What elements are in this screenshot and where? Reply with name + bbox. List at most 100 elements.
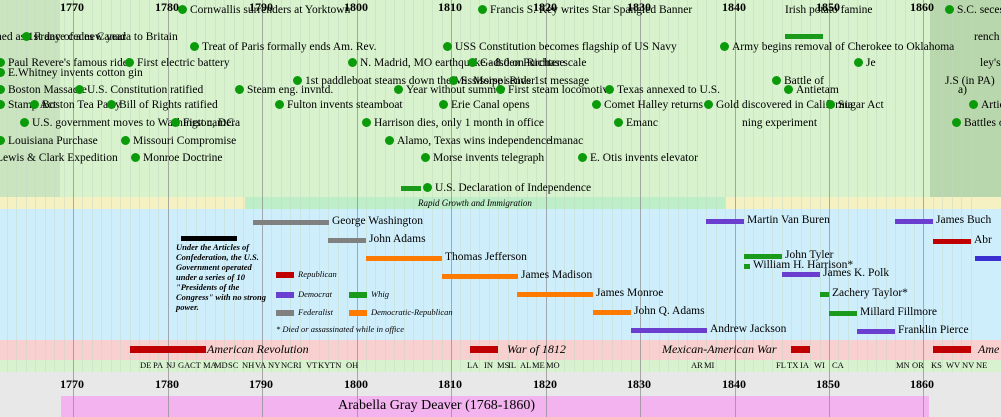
president-term-bar bbox=[895, 219, 933, 224]
event-dot-icon bbox=[22, 32, 31, 41]
year-gridline bbox=[338, 0, 339, 372]
year-gridline bbox=[744, 0, 745, 372]
event-label: J.S (in PA) bbox=[945, 75, 995, 87]
year-gridline bbox=[300, 0, 301, 372]
state-admission-label: AL bbox=[520, 360, 532, 370]
year-gridline bbox=[905, 0, 906, 372]
event-item: First camera bbox=[171, 117, 240, 130]
year-gridline bbox=[546, 0, 547, 417]
year-gridline bbox=[111, 0, 112, 372]
state-admission-label: PA bbox=[153, 360, 164, 370]
event-item: France cedes Canada to Britain bbox=[22, 31, 178, 44]
year-gridline bbox=[45, 0, 46, 372]
president-name: John Tyler bbox=[785, 249, 834, 261]
event-label: Je bbox=[866, 57, 876, 69]
year-gridline bbox=[442, 0, 443, 372]
president-term-bar bbox=[975, 256, 1001, 261]
event-label: lmanac bbox=[550, 135, 584, 147]
year-label-top: 1830 bbox=[627, 0, 651, 14]
state-admission-label: MO bbox=[546, 360, 560, 370]
event-dot-icon bbox=[592, 100, 601, 109]
war-label: American Revolution bbox=[207, 342, 309, 356]
event-item: Sugar Act bbox=[826, 99, 884, 112]
year-gridline bbox=[706, 0, 707, 372]
event-label: Texas annexed to U.S. bbox=[617, 84, 720, 96]
year-gridline bbox=[867, 0, 868, 372]
year-gridline bbox=[309, 0, 310, 372]
person-lifespan-label: Arabella Gray Deaver (1768-1860) bbox=[338, 398, 536, 413]
event-item: Articles of Confederation ratified bbox=[969, 99, 1001, 112]
event-label: ning experiment bbox=[742, 117, 818, 129]
event-item: hed as 1st day of a new year bbox=[0, 31, 126, 44]
event-item: Texas annexed to U.S. bbox=[605, 84, 720, 97]
event-item: Boston Tea Party bbox=[30, 99, 121, 112]
event-label: Battles of Lexington, Concord begins Am.… bbox=[964, 117, 1001, 129]
year-gridline bbox=[489, 0, 490, 372]
event-label: Monroe Doctrine bbox=[143, 152, 223, 164]
event-dot-icon bbox=[0, 58, 5, 67]
year-gridline bbox=[602, 0, 603, 372]
president-name: Zachery Taylor* bbox=[832, 287, 908, 299]
event-dot-icon bbox=[131, 153, 140, 162]
lewis-clark-bar bbox=[401, 186, 421, 191]
year-gridline bbox=[375, 0, 376, 372]
event-item: First electric battery bbox=[125, 57, 230, 70]
event-label: ley's Comet appears on 12/25 bbox=[980, 57, 1001, 69]
year-gridline bbox=[848, 0, 849, 372]
event-dot-icon bbox=[0, 85, 5, 94]
state-admission-label: OR bbox=[912, 360, 924, 370]
year-gridline bbox=[149, 0, 150, 372]
state-admission-label: NY bbox=[268, 360, 281, 370]
president-name: Abr bbox=[974, 234, 992, 246]
event-label: Missouri Compromise bbox=[133, 135, 237, 147]
year-gridline bbox=[92, 0, 93, 372]
event-label: Boston Massacre bbox=[8, 84, 87, 96]
event-dot-icon bbox=[826, 100, 835, 109]
year-gridline bbox=[158, 0, 159, 372]
events-background bbox=[0, 0, 1001, 197]
event-dot-icon bbox=[945, 5, 954, 14]
state-admission-label: IL bbox=[508, 360, 517, 370]
event-label: U.S. government moves to Washington, DC bbox=[32, 117, 235, 129]
event-dot-icon bbox=[20, 118, 29, 127]
president-term-bar bbox=[857, 329, 895, 334]
event-item: Francis S. Key writes Star Spangled Bann… bbox=[478, 4, 692, 17]
event-item: Gold discovered in California bbox=[704, 99, 853, 112]
year-label-top: 1790 bbox=[249, 0, 273, 14]
event-dot-icon bbox=[190, 42, 199, 51]
event-label: 1st paddleboat steams down the Mississip… bbox=[305, 75, 535, 87]
event-label: Louisiana Purchase bbox=[8, 135, 98, 147]
year-gridline bbox=[101, 0, 102, 372]
event-item: Antietam bbox=[784, 84, 839, 97]
event-label: Alamo, Texas wins independence bbox=[397, 135, 552, 147]
president-term-bar bbox=[829, 311, 857, 316]
year-gridline bbox=[508, 0, 509, 372]
event-item: Comet Halley returns bbox=[592, 99, 703, 112]
president-term-bar bbox=[253, 220, 329, 225]
president-term-bar bbox=[782, 272, 820, 277]
state-admission-label: DE bbox=[140, 360, 152, 370]
event-item: J.S (in PA) bbox=[945, 75, 995, 88]
event-label: Lewis & Clark Expedition bbox=[0, 152, 118, 164]
event-label: Antietam bbox=[796, 84, 839, 96]
event-dot-icon bbox=[275, 100, 284, 109]
event-dot-icon bbox=[614, 118, 623, 127]
war-bar bbox=[470, 346, 498, 353]
event-dot-icon bbox=[449, 76, 458, 85]
year-gridline bbox=[7, 0, 8, 372]
war-bar bbox=[791, 346, 810, 353]
year-label-bottom: 1840 bbox=[722, 377, 746, 391]
event-item: U.S. Declaration of Independence bbox=[423, 182, 591, 195]
year-gridline bbox=[923, 0, 924, 417]
event-dot-icon bbox=[0, 68, 5, 77]
event-dot-icon bbox=[30, 100, 39, 109]
year-gridline bbox=[791, 0, 792, 372]
event-label: S.C. seces bbox=[957, 4, 1001, 16]
year-label-bottom: 1790 bbox=[249, 377, 273, 391]
year-label-bottom: 1800 bbox=[344, 377, 368, 391]
event-dot-icon bbox=[854, 58, 863, 67]
event-item: Missouri Compromise bbox=[121, 135, 236, 148]
event-dot-icon bbox=[443, 42, 452, 51]
event-dot-icon bbox=[385, 136, 394, 145]
year-label-top: 1810 bbox=[438, 0, 462, 14]
